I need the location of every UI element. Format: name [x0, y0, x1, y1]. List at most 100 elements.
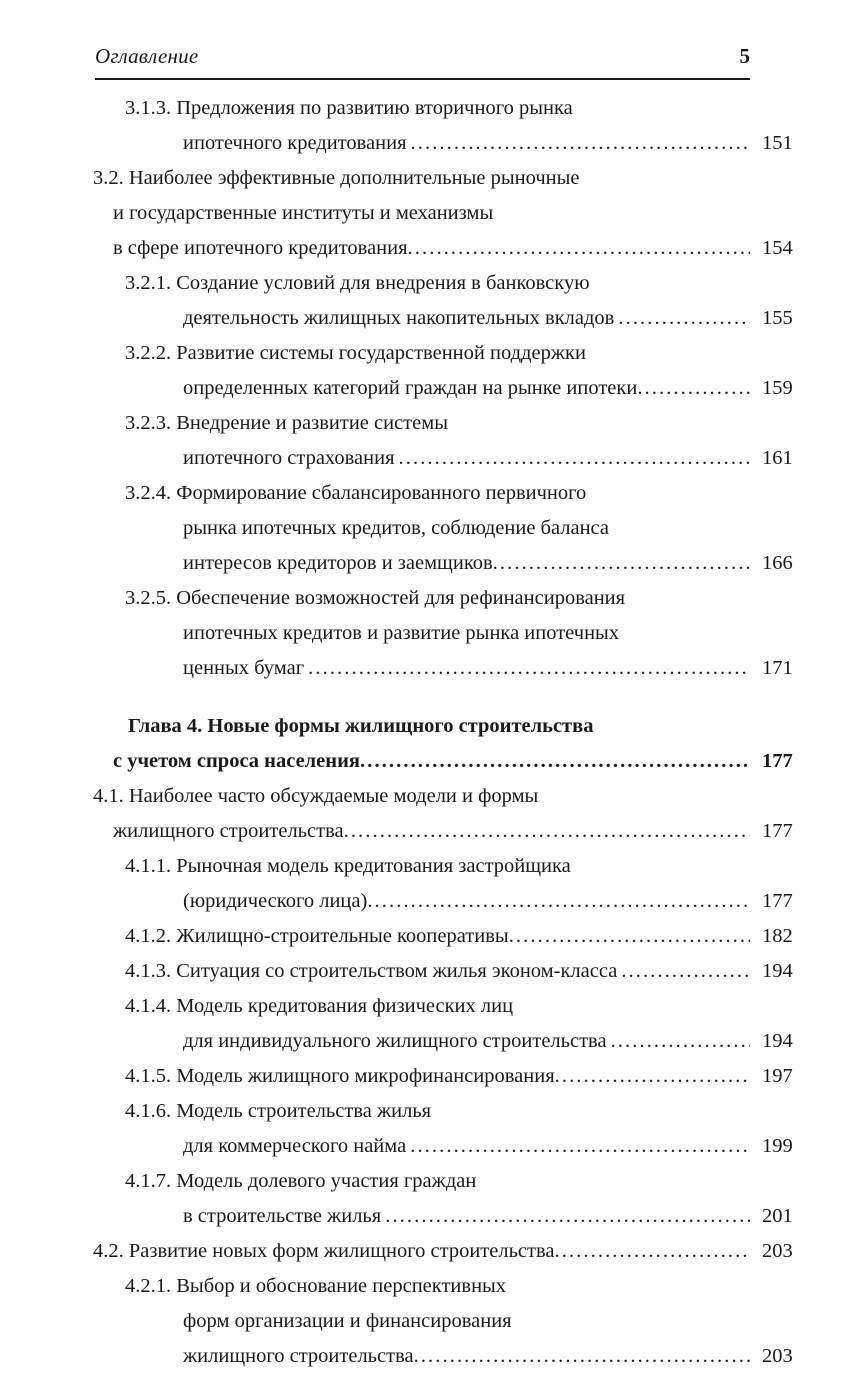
- page-number: 5: [739, 44, 751, 68]
- toc-entry-title: Обеспечение возможностей для рефинансиро…: [176, 587, 626, 609]
- toc-entry[interactable]: 4.1.5. Модель жилищного микрофинансирова…: [0, 1065, 845, 1100]
- toc-entry-page-number: 177: [762, 750, 793, 772]
- toc-entry-title: Наиболее эффективные дополнительные рыно…: [128, 167, 580, 189]
- toc-entry-first-line: 4.1.5. Модель жилищного микрофинансирова…: [0, 1065, 845, 1100]
- toc-entry-title: рынка ипотечных кредитов, соблюдение бал…: [183, 517, 609, 539]
- dot-leader: [637, 378, 750, 399]
- toc-entry-first-line: 3.2.5. Обеспечение возможностей для рефи…: [0, 587, 845, 622]
- dot-leader: [621, 961, 750, 982]
- toc-entry[interactable]: 4.1.2. Жилищно-строительные кооперативы 1…: [0, 925, 845, 960]
- toc-entry-title: Формирование сбалансированного первичног…: [176, 482, 587, 504]
- toc-page: Оглавление 5 3.1.3. Предложения по разви…: [0, 0, 845, 1182]
- toc-entry-title: с учетом спроса населения: [113, 750, 360, 772]
- toc-entry-title: жилищного строительства: [183, 1345, 414, 1367]
- toc-entry[interactable]: Глава 4. Новые формы жилищного строитель…: [0, 715, 845, 785]
- toc-entry-number: 4.1.4.: [125, 995, 177, 1017]
- toc-entry-title: в строительстве жилья: [183, 1205, 382, 1227]
- toc-entry-title: интересов кредиторов и заемщиков: [183, 552, 493, 574]
- toc-entry[interactable]: 3.2. Наиболее эффективные дополнительные…: [0, 167, 845, 272]
- toc-entry-title: Модель строительства жилья: [176, 1100, 432, 1122]
- toc-entry-page-number: 177: [762, 890, 793, 912]
- toc-entry-first-line: 4.1.6. Модель строительства жилья: [0, 1100, 845, 1135]
- toc-entry-continuation-line: определенных категорий граждан на рынке …: [0, 377, 845, 412]
- toc-entry-page-number: 155: [762, 307, 793, 329]
- dot-leader: [360, 751, 750, 772]
- toc-entry[interactable]: 3.2.2. Развитие системы государственной …: [0, 342, 845, 412]
- dot-leader: [555, 1066, 750, 1087]
- toc-entry-title: Развитие системы государственной поддерж…: [176, 342, 586, 364]
- toc-entry-continuation-line: и государственные институты и механизмы: [0, 202, 845, 237]
- dot-leader: [493, 553, 750, 574]
- toc-entry-number: 3.2.5.: [125, 587, 177, 609]
- dot-leader: [611, 1031, 750, 1052]
- toc-entry-first-line: 4.1.2. Жилищно-строительные кооперативы 1…: [0, 925, 845, 960]
- toc-entry-title: Глава 4. Новые формы жилищного строитель…: [128, 715, 594, 737]
- toc-entry-title: в сфере ипотечного кредитования: [113, 237, 408, 259]
- toc-entry-title: Внедрение и развитие системы: [176, 412, 448, 434]
- toc-entry-page-number: 194: [762, 1030, 793, 1052]
- dot-leader: [308, 658, 750, 679]
- toc-entry-first-line: 3.2.1. Создание условий для внедрения в …: [0, 272, 845, 307]
- dot-leader: [555, 1241, 751, 1262]
- toc-entry-title: деятельность жилищных накопительных вкла…: [183, 307, 615, 329]
- toc-entry-page-number: 203: [762, 1345, 793, 1367]
- toc-entry-title: и государственные институты и механизмы: [113, 202, 494, 224]
- toc-entry-continuation-line: (юридического лица) 177: [0, 890, 845, 925]
- toc-entry[interactable]: 4.2. Развитие новых форм жилищного строи…: [0, 1240, 845, 1275]
- toc-entry-number: 4.1.: [93, 785, 129, 807]
- toc-entry-number: 4.2.: [93, 1240, 129, 1262]
- dot-leader: [399, 448, 750, 469]
- toc-entry[interactable]: 4.1.4. Модель кредитования физических ли…: [0, 995, 845, 1065]
- dot-leader: [618, 308, 750, 329]
- toc-entry-page-number: 177: [762, 820, 793, 842]
- toc-entry-page-number: 159: [762, 377, 793, 399]
- toc-entry-page-number: 201: [762, 1205, 793, 1227]
- toc-entry[interactable]: 4.2.1. Выбор и обоснование перспективных…: [0, 1275, 845, 1380]
- toc-entry-title: для коммерческого найма: [183, 1135, 407, 1157]
- dot-leader: [385, 1206, 750, 1227]
- toc-entry[interactable]: 4.1.3. Ситуация со строительством жилья …: [0, 960, 845, 995]
- table-of-contents: 3.1.3. Предложения по развитию вторичног…: [0, 97, 845, 1380]
- toc-entry-first-line: 3.2.3. Внедрение и развитие системы: [0, 412, 845, 447]
- toc-entry-page-number: 199: [762, 1135, 793, 1157]
- toc-entry-page-number: 166: [762, 552, 793, 574]
- toc-entry-page-number: 161: [762, 447, 793, 469]
- toc-entry[interactable]: 4.1.1. Рыночная модель кредитования заст…: [0, 855, 845, 925]
- toc-entry-first-line: 4.1.3. Ситуация со строительством жилья …: [0, 960, 845, 995]
- toc-entry[interactable]: 4.1.7. Модель долевого участия граждан в …: [0, 1170, 845, 1240]
- toc-entry-number: 4.1.2.: [125, 925, 177, 947]
- dot-leader: [414, 1346, 750, 1367]
- toc-entry-page-number: 194: [762, 960, 793, 982]
- toc-entry-page-number: 171: [762, 657, 793, 679]
- toc-entry-title: определенных категорий граждан на рынке …: [183, 377, 638, 399]
- toc-entry-number: 3.2.3.: [125, 412, 177, 434]
- toc-entry-first-line: 4.2. Развитие новых форм жилищного строи…: [0, 1240, 845, 1275]
- toc-entry-page-number: 197: [762, 1065, 793, 1087]
- toc-entry-title: Развитие новых форм жилищного строительс…: [128, 1240, 555, 1262]
- toc-entry[interactable]: 4.1.6. Модель строительства жилья для ком…: [0, 1100, 845, 1170]
- toc-entry-number: 3.2.4.: [125, 482, 177, 504]
- toc-entry[interactable]: 3.2.4. Формирование сбалансированного пе…: [0, 482, 845, 587]
- toc-entry[interactable]: 4.1. Наиболее часто обсуждаемые модели и…: [0, 785, 845, 855]
- toc-entry-page-number: 182: [762, 925, 793, 947]
- dot-leader: [410, 1136, 750, 1157]
- toc-entry-number: 3.2.: [93, 167, 129, 189]
- toc-entry-first-line: 3.2.2. Развитие системы государственной …: [0, 342, 845, 377]
- toc-entry-title: ипотечных кредитов и развитие рынка ипот…: [183, 622, 620, 644]
- toc-entry[interactable]: 3.2.3. Внедрение и развитие системы ипоте…: [0, 412, 845, 482]
- toc-entry-title: Ситуация со строительством жилья эконом-…: [176, 960, 618, 982]
- toc-entry[interactable]: 3.1.3. Предложения по развитию вторичног…: [0, 97, 845, 167]
- toc-entry[interactable]: 3.2.5. Обеспечение возможностей для рефи…: [0, 587, 845, 692]
- toc-entry-continuation-line: деятельность жилищных накопительных вкла…: [0, 307, 845, 342]
- toc-entry-first-line: 3.1.3. Предложения по развитию вторичног…: [0, 97, 845, 132]
- toc-entry[interactable]: 3.2.1. Создание условий для внедрения в …: [0, 272, 845, 342]
- toc-entry-first-line: 4.1. Наиболее часто обсуждаемые модели и…: [0, 785, 845, 820]
- toc-entry-page-number: 151: [762, 132, 793, 154]
- toc-entry-title: Предложения по развитию вторичного рынка: [176, 97, 573, 119]
- toc-entry-title: ипотечного кредитования: [183, 132, 407, 154]
- toc-entry-continuation-line: ипотечного кредитования 151: [0, 132, 845, 167]
- toc-entry-number: 4.2.1.: [125, 1275, 177, 1297]
- toc-entry-continuation-line: ипотечных кредитов и развитие рынка ипот…: [0, 622, 845, 657]
- toc-entry-first-line: 4.1.4. Модель кредитования физических ли…: [0, 995, 845, 1030]
- toc-entry-title: форм организации и финансирования: [183, 1310, 512, 1332]
